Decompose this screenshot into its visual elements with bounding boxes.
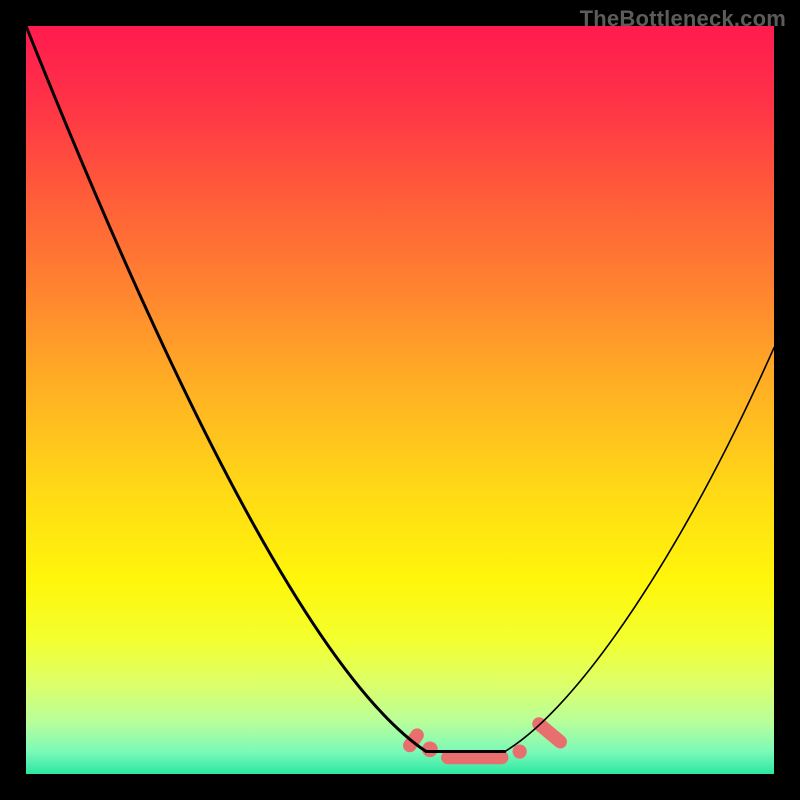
gradient-background: [26, 26, 774, 774]
watermark-text: TheBottleneck.com: [580, 6, 786, 32]
plot-svg: [26, 26, 774, 774]
plot-area: [26, 26, 774, 774]
marker-dot: [513, 744, 527, 758]
chart-frame: TheBottleneck.com: [0, 0, 800, 800]
